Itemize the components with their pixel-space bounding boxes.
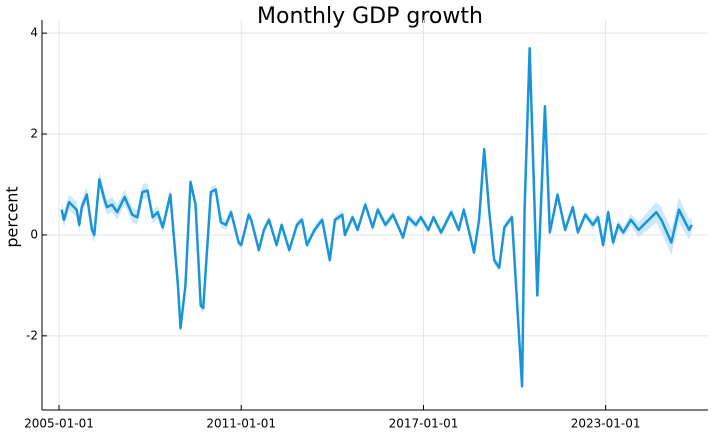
y-tick-label: 4: [30, 26, 38, 40]
x-tick-label: 2023-01-01: [571, 417, 641, 431]
y-tick-label: 2: [30, 127, 38, 141]
chart-title: Monthly GDP growth: [257, 4, 483, 29]
y-axis-label: percent: [3, 186, 22, 247]
y-tick-label: 0: [30, 227, 38, 241]
x-tick-label: 2017-01-01: [389, 417, 459, 431]
x-tick-label: 2011-01-01: [206, 417, 276, 431]
y-tick-label: -2: [26, 328, 38, 342]
data-line: [60, 47, 693, 388]
x-tick-label: 2005-01-01: [24, 417, 94, 431]
